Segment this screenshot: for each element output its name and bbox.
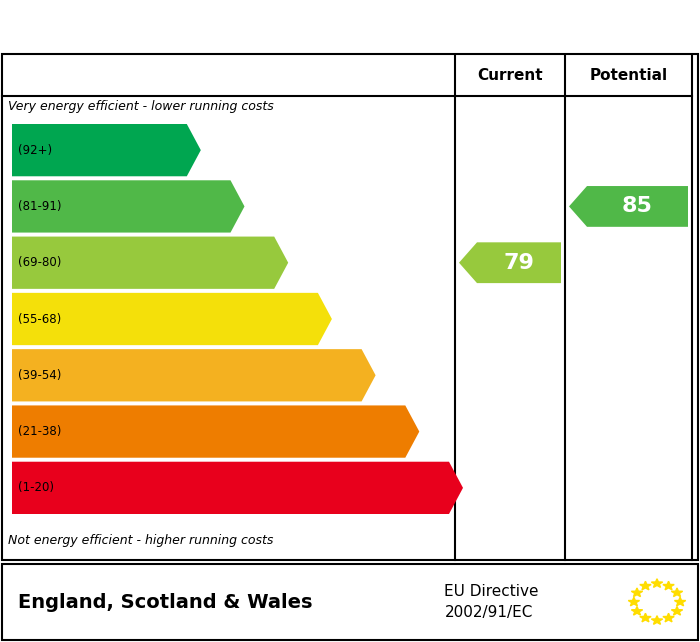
- Polygon shape: [12, 293, 332, 345]
- Polygon shape: [651, 578, 663, 587]
- Text: (39-54): (39-54): [18, 369, 62, 382]
- Text: 79: 79: [503, 253, 534, 273]
- Polygon shape: [671, 588, 682, 596]
- Text: Very energy efficient - lower running costs: Very energy efficient - lower running co…: [8, 100, 274, 113]
- Text: (69-80): (69-80): [18, 256, 62, 269]
- Polygon shape: [631, 588, 643, 596]
- Text: D: D: [334, 309, 352, 329]
- Polygon shape: [12, 349, 376, 401]
- Text: E: E: [377, 365, 393, 385]
- Text: A: A: [203, 140, 220, 160]
- Polygon shape: [663, 581, 674, 590]
- Text: G: G: [465, 478, 483, 498]
- Text: (1-20): (1-20): [18, 482, 54, 494]
- Text: Current: Current: [477, 69, 542, 83]
- Polygon shape: [640, 613, 651, 622]
- Polygon shape: [12, 236, 288, 289]
- Text: (55-68): (55-68): [18, 313, 62, 325]
- Polygon shape: [569, 186, 688, 227]
- Polygon shape: [12, 124, 201, 177]
- Polygon shape: [663, 613, 674, 622]
- Text: EU Directive
2002/91/EC: EU Directive 2002/91/EC: [444, 584, 539, 620]
- Text: Potential: Potential: [589, 69, 668, 83]
- Text: F: F: [421, 422, 436, 442]
- Text: C: C: [290, 253, 307, 273]
- Polygon shape: [674, 597, 686, 606]
- Text: (92+): (92+): [18, 144, 52, 157]
- Polygon shape: [459, 242, 561, 283]
- Polygon shape: [631, 607, 643, 615]
- Text: Energy Efficiency Rating: Energy Efficiency Rating: [10, 12, 393, 40]
- Polygon shape: [628, 597, 640, 606]
- Text: 85: 85: [622, 196, 653, 216]
- Polygon shape: [640, 581, 651, 590]
- Polygon shape: [651, 616, 663, 624]
- Text: Not energy efficient - higher running costs: Not energy efficient - higher running co…: [8, 534, 274, 547]
- Polygon shape: [12, 462, 463, 514]
- Polygon shape: [671, 607, 682, 615]
- Text: (81-91): (81-91): [18, 200, 62, 213]
- Text: B: B: [246, 196, 263, 216]
- Polygon shape: [12, 180, 244, 232]
- Text: England, Scotland & Wales: England, Scotland & Wales: [18, 593, 312, 611]
- Text: (21-38): (21-38): [18, 425, 62, 438]
- Polygon shape: [12, 406, 419, 458]
